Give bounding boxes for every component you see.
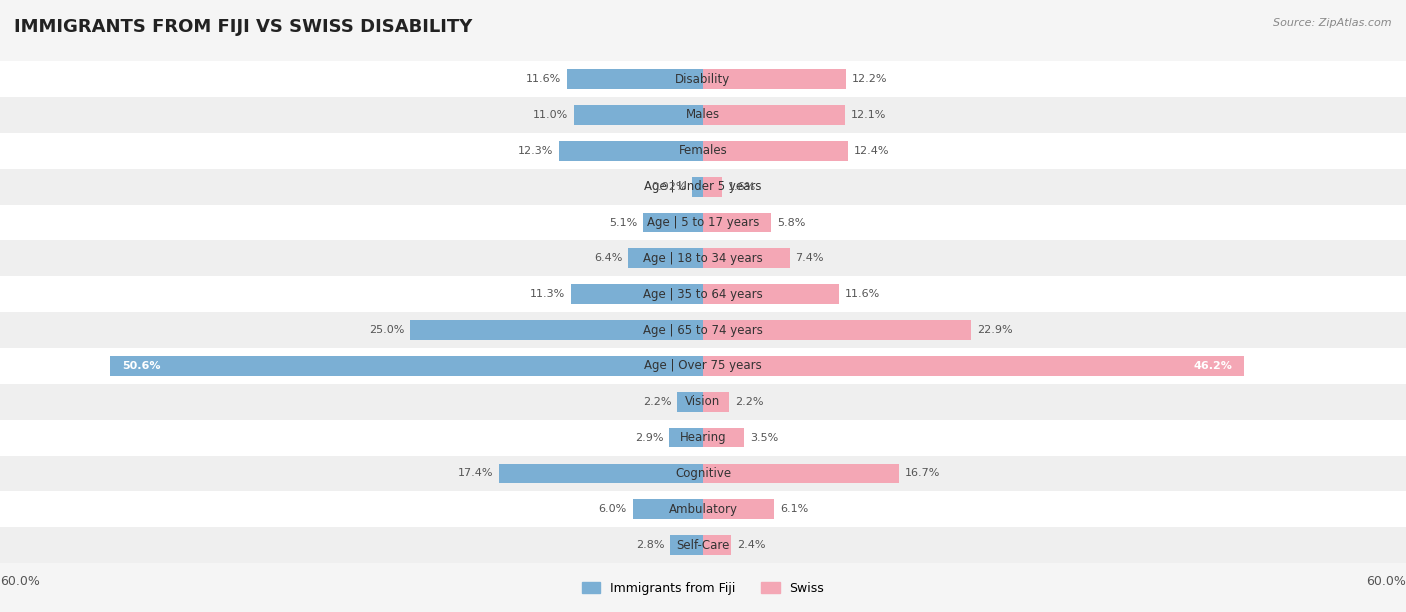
Bar: [571, 285, 703, 304]
Text: 12.1%: 12.1%: [851, 110, 886, 120]
Bar: [678, 392, 703, 412]
Bar: [0, 420, 1406, 455]
Bar: [0, 169, 1406, 204]
Bar: [703, 69, 846, 89]
Text: 2.8%: 2.8%: [636, 540, 665, 550]
Bar: [633, 499, 703, 519]
Bar: [110, 356, 703, 376]
Text: Hearing: Hearing: [679, 431, 727, 444]
Bar: [0, 527, 1406, 563]
Bar: [0, 384, 1406, 420]
Text: 3.5%: 3.5%: [749, 433, 778, 442]
Text: 50.6%: 50.6%: [122, 361, 160, 371]
Text: Disability: Disability: [675, 73, 731, 86]
Bar: [628, 248, 703, 268]
Text: 16.7%: 16.7%: [904, 468, 939, 479]
Text: 1.6%: 1.6%: [728, 182, 756, 192]
Text: Ambulatory: Ambulatory: [668, 503, 738, 516]
Bar: [0, 276, 1406, 312]
Bar: [560, 141, 703, 161]
Text: 2.4%: 2.4%: [737, 540, 765, 550]
Text: 12.4%: 12.4%: [855, 146, 890, 156]
Text: Age | 35 to 64 years: Age | 35 to 64 years: [643, 288, 763, 300]
Bar: [0, 491, 1406, 527]
Text: Males: Males: [686, 108, 720, 121]
Text: 6.1%: 6.1%: [780, 504, 808, 514]
Text: 12.3%: 12.3%: [517, 146, 553, 156]
Text: 11.0%: 11.0%: [533, 110, 568, 120]
Bar: [0, 133, 1406, 169]
Text: IMMIGRANTS FROM FIJI VS SWISS DISABILITY: IMMIGRANTS FROM FIJI VS SWISS DISABILITY: [14, 18, 472, 36]
Bar: [0, 61, 1406, 97]
Bar: [499, 463, 703, 483]
Text: 7.4%: 7.4%: [796, 253, 824, 263]
Bar: [0, 97, 1406, 133]
Bar: [703, 356, 1244, 376]
Bar: [669, 428, 703, 447]
Bar: [703, 212, 770, 233]
Text: 25.0%: 25.0%: [368, 325, 405, 335]
Text: Cognitive: Cognitive: [675, 467, 731, 480]
Bar: [703, 141, 848, 161]
Bar: [574, 105, 703, 125]
Text: 6.0%: 6.0%: [599, 504, 627, 514]
Text: 46.2%: 46.2%: [1194, 361, 1233, 371]
Bar: [703, 248, 790, 268]
Bar: [0, 348, 1406, 384]
Text: 60.0%: 60.0%: [1367, 575, 1406, 588]
Bar: [567, 69, 703, 89]
Bar: [703, 428, 744, 447]
Bar: [0, 241, 1406, 276]
Text: 2.2%: 2.2%: [734, 397, 763, 407]
Legend: Immigrants from Fiji, Swiss: Immigrants from Fiji, Swiss: [576, 577, 830, 600]
Text: 2.2%: 2.2%: [643, 397, 672, 407]
Bar: [703, 536, 731, 555]
Text: Females: Females: [679, 144, 727, 157]
Bar: [703, 499, 775, 519]
Bar: [0, 455, 1406, 491]
Text: 11.6%: 11.6%: [526, 74, 561, 84]
Text: Age | 18 to 34 years: Age | 18 to 34 years: [643, 252, 763, 265]
Text: 17.4%: 17.4%: [458, 468, 494, 479]
Text: Age | Under 5 years: Age | Under 5 years: [644, 180, 762, 193]
Bar: [703, 285, 839, 304]
Text: 0.92%: 0.92%: [651, 182, 686, 192]
Bar: [671, 536, 703, 555]
Text: Age | 5 to 17 years: Age | 5 to 17 years: [647, 216, 759, 229]
Bar: [692, 177, 703, 196]
Text: 22.9%: 22.9%: [977, 325, 1012, 335]
Bar: [411, 320, 703, 340]
Text: Source: ZipAtlas.com: Source: ZipAtlas.com: [1274, 18, 1392, 28]
Bar: [703, 177, 721, 196]
Bar: [0, 312, 1406, 348]
Text: 5.8%: 5.8%: [778, 217, 806, 228]
Bar: [703, 463, 898, 483]
Text: Age | 65 to 74 years: Age | 65 to 74 years: [643, 324, 763, 337]
Bar: [644, 212, 703, 233]
Bar: [703, 320, 972, 340]
Text: Self-Care: Self-Care: [676, 539, 730, 551]
Text: Vision: Vision: [685, 395, 721, 408]
Text: 5.1%: 5.1%: [609, 217, 637, 228]
Text: 60.0%: 60.0%: [0, 575, 39, 588]
Text: 12.2%: 12.2%: [852, 74, 887, 84]
Text: 11.3%: 11.3%: [530, 289, 565, 299]
Text: 2.9%: 2.9%: [634, 433, 664, 442]
Bar: [703, 392, 728, 412]
Text: 6.4%: 6.4%: [593, 253, 621, 263]
Text: 11.6%: 11.6%: [845, 289, 880, 299]
Bar: [703, 105, 845, 125]
Bar: [0, 204, 1406, 241]
Text: Age | Over 75 years: Age | Over 75 years: [644, 359, 762, 372]
